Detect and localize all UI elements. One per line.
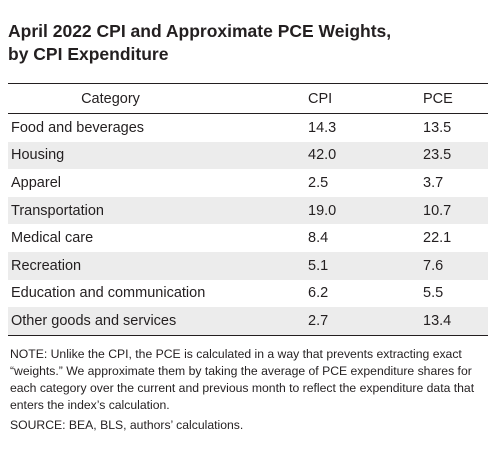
row-category: Housing [8,141,303,170]
row-category: Apparel [11,174,61,191]
row-category: Other goods and services [8,307,303,335]
row-pce-value: 10.7 [421,196,488,225]
row-cpi-value: 19.0 [303,196,421,225]
row-cpi-value: 2.7 [303,307,421,335]
figure-title-line-2: by CPI Expenditure [8,44,169,64]
row-category: Transportation [8,196,303,225]
top-rule [8,83,488,84]
table-row: Transportation 19.0 10.7 [8,196,488,225]
header-rule [8,113,488,114]
header-category: Category [81,90,140,107]
table-source: SOURCE: BEA, BLS, authors’ calculations. [10,417,244,432]
header-pce: PCE [423,90,453,107]
row-pce-value: 22.1 [423,230,452,247]
row-cpi-value: 42.0 [303,141,421,170]
table-row: Other goods and services 2.7 13.4 [8,307,488,335]
weights-table-body: Food and beverages 14.3 13.5 Housing 42.… [8,114,488,335]
row-pce-value: 13.4 [421,307,488,335]
row-pce-value: 3.7 [423,174,444,191]
weights-table: Category CPI PCE [8,84,488,113]
figure-title-line-1: April 2022 CPI and Approximate PCE Weigh… [8,21,392,41]
table-note: NOTE: Unlike the CPI, the PCE is calcula… [10,346,475,412]
row-cpi-value: 2.5 [308,174,329,191]
table-row: Food and beverages 14.3 13.5 [8,114,488,142]
row-cpi-value: 5.1 [303,251,421,280]
table-row: Education and communication 6.2 5.5 [8,280,488,308]
row-pce-value: 5.5 [423,285,444,302]
table-row: Housing 42.0 23.5 [8,141,488,170]
table-header: Category CPI PCE [8,84,488,113]
bottom-rule [8,334,488,336]
row-cpi-value: 8.4 [308,230,329,247]
row-category: Education and communication [11,285,206,302]
figure-title: April 2022 CPI and Approximate PCE Weigh… [8,0,488,66]
header-cpi: CPI [308,90,333,107]
row-pce-value: 13.5 [423,119,452,136]
row-cpi-value: 14.3 [308,119,337,136]
row-category: Recreation [8,251,303,280]
row-category: Food and beverages [11,119,145,136]
table-row: Recreation 5.1 7.6 [8,251,488,280]
row-pce-value: 7.6 [421,251,488,280]
row-pce-value: 23.5 [421,141,488,170]
row-category: Medical care [11,230,94,247]
table-row: Medical care 8.4 22.1 [8,224,488,252]
table-row: Apparel 2.5 3.7 [8,169,488,197]
row-cpi-value: 6.2 [308,285,329,302]
